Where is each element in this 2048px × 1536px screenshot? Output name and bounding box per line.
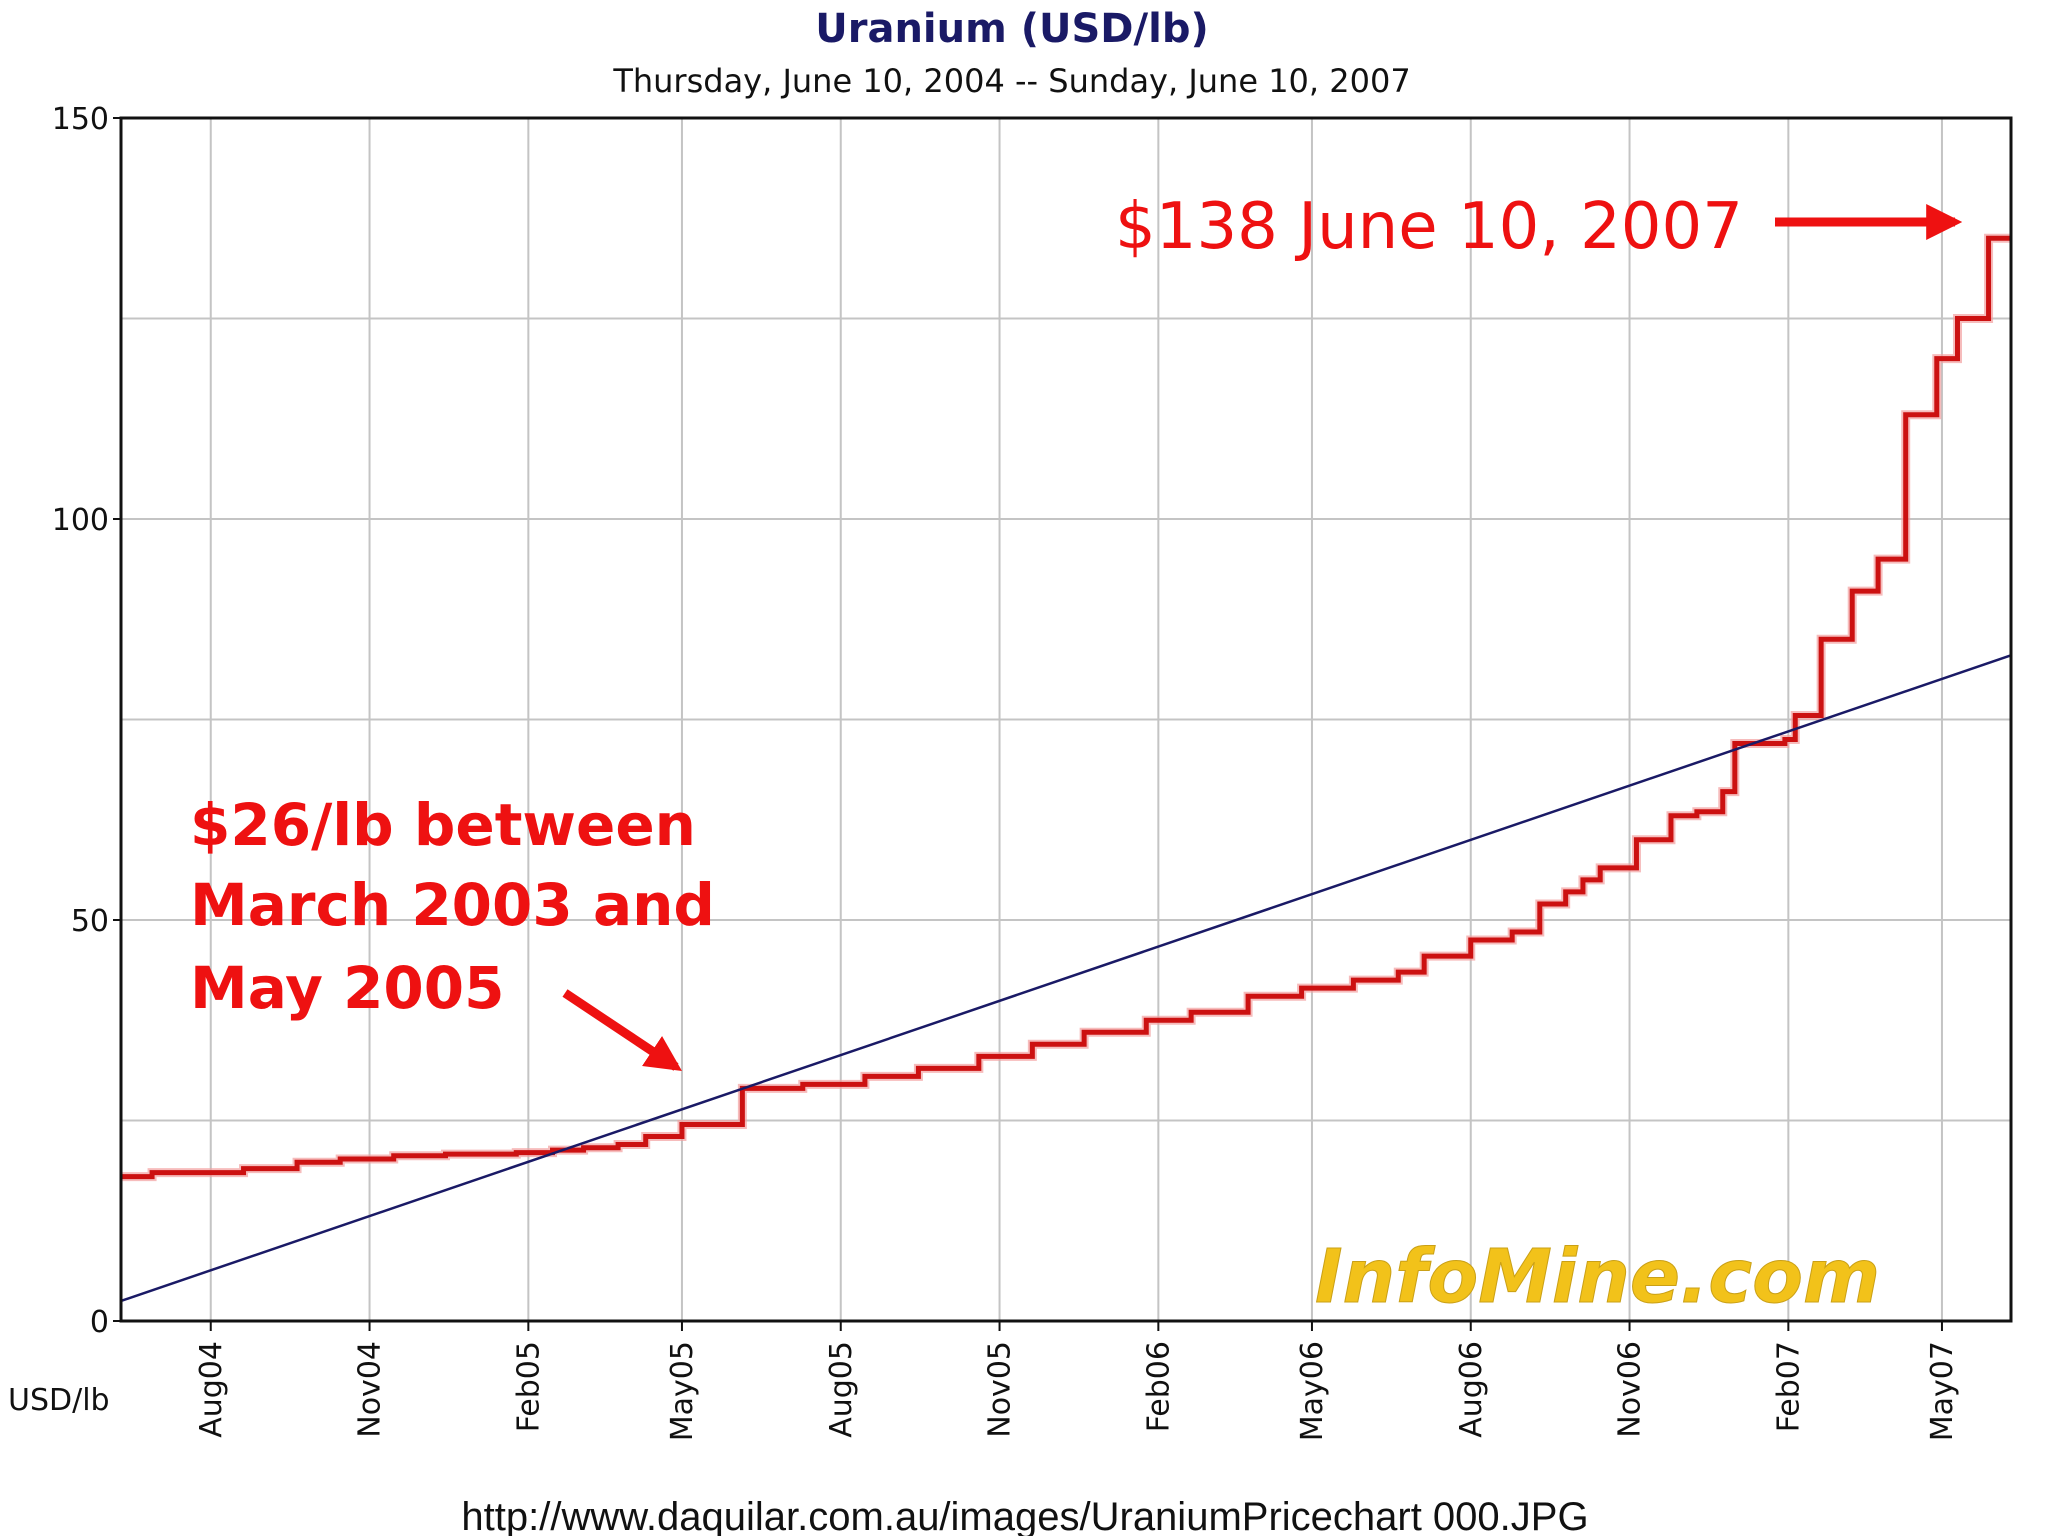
y-tick-label: 100: [52, 503, 109, 538]
x-tick-label: Nov04: [353, 1341, 388, 1438]
y-tick-label: 50: [71, 904, 109, 939]
plot-frame: [119, 116, 2013, 1323]
x-tick-label: May05: [665, 1341, 700, 1441]
y-axis: 0 50 100 150: [52, 102, 121, 1340]
trend-line: [120, 654, 2012, 1303]
x-tick-label: Nov06: [1613, 1341, 1648, 1438]
x-tick-label: May06: [1295, 1341, 1330, 1441]
price-line-glow: [121, 233, 2011, 1182]
x-tick-label: Aug06: [1454, 1341, 1489, 1438]
watermark-logo: InfoMine.com: [1315, 1234, 1880, 1320]
x-tick-label: May07: [1925, 1341, 1960, 1441]
x-tick-label: Aug04: [194, 1341, 229, 1438]
x-axis: Aug04 Nov04 Feb05 May05 Aug05 Nov05 Feb06 May06…: [194, 1321, 1960, 1441]
price-step-line: [121, 235, 2011, 1180]
grid: [121, 118, 2011, 1321]
source-url: http://www.daquilar.com.au/images/Uraniu…: [461, 1495, 1588, 1536]
annotation-2005-line3: May 2005: [190, 954, 505, 1022]
y-tick-label: 0: [90, 1305, 109, 1340]
chart-subtitle: Thursday, June 10, 2004 -- Sunday, June …: [612, 62, 1410, 100]
x-tick-label: Aug05: [824, 1341, 859, 1438]
x-tick-label: Feb07: [1771, 1341, 1806, 1432]
annotation-price-2007: $138 June 10, 2007: [1115, 190, 1743, 264]
chart-title: Uranium (USD/lb): [815, 6, 1208, 52]
x-tick-label: Nov05: [983, 1341, 1018, 1438]
annotation-arrow-2005: [562, 989, 682, 1071]
annotation-2005-line2: March 2003 and: [190, 871, 715, 939]
series-layer: [120, 233, 2012, 1303]
y-unit-label: USD/lb: [8, 1383, 110, 1418]
annotation-2005-line1: $26/lb between: [190, 791, 696, 859]
y-tick-label: 150: [52, 102, 109, 137]
x-tick-label: Feb05: [511, 1341, 546, 1432]
x-tick-label: Feb06: [1141, 1341, 1176, 1432]
